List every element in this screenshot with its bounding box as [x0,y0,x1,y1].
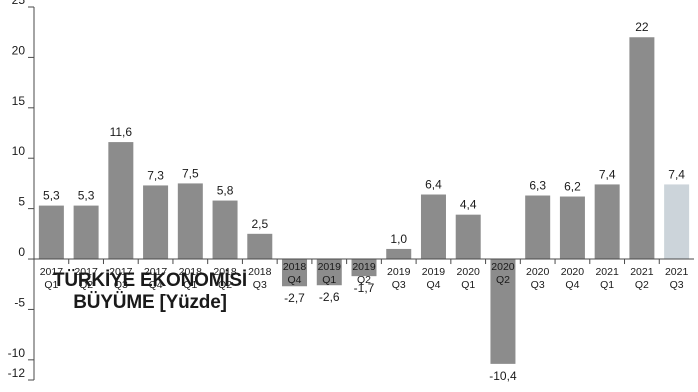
bar [143,185,169,260]
bar-value-label: 7,4 [599,167,616,181]
bar [212,200,238,260]
x-tick-label-year: 2017 [144,266,168,278]
bar-value-label: 7,5 [182,166,199,180]
x-tick-label-year: 2021 [665,266,689,278]
bar [108,142,134,260]
bar-value-label: 6,3 [529,179,546,193]
x-tick-label-quarter: Q3 [392,279,406,291]
x-tick-label-year: 2017 [109,266,133,278]
bar [351,259,377,277]
y-tick-label: 20 [12,43,26,57]
bar-value-label: 5,3 [78,189,95,203]
chart-title-line-2: BÜYÜME [Yüzde] [73,292,227,313]
x-tick-label-quarter: Q3 [253,279,267,291]
bar [38,205,64,260]
x-tick-label-year: 2020 [491,261,515,273]
bar [420,194,446,260]
x-tick-label-quarter: Q2 [635,279,649,291]
x-tick-label-quarter: Q2 [79,279,93,291]
y-tick-label: 15 [12,94,26,108]
bar [525,195,551,260]
bar-value-label: 6,4 [425,178,442,192]
x-tick-label-quarter: Q1 [183,279,197,291]
x-tick-label-year: 2017 [74,266,98,278]
bar-value-label: -1,7 [354,281,375,295]
x-tick-label-year: 2019 [387,266,411,278]
x-tick-label-quarter: Q1 [44,279,58,291]
bar-value-label: 5,3 [43,189,60,203]
y-tick-label: 25 [12,0,26,7]
x-tick-label-quarter: Q3 [531,279,545,291]
x-tick-label-year: 2018 [283,261,307,273]
bar [247,233,273,260]
bar-value-label: 7,4 [668,167,685,181]
bar [282,259,308,287]
x-tick-label-quarter: Q1 [461,279,475,291]
bar-value-label: -10,4 [489,369,517,383]
x-tick-label-year: 2019 [422,266,446,278]
y-tick-label: -10 [8,346,26,360]
y-axis: 25 20 15 10 5 0 -5 -10 -12 [8,0,35,381]
bar-value-label: 11,6 [110,125,133,139]
bar [177,183,203,260]
y-tick-label: -5 [14,295,25,309]
x-tick-label-quarter: Q3 [670,279,684,291]
x-tick-label-quarter: Q2 [496,274,510,286]
x-tick-label-year: 2018 [179,266,203,278]
y-tick-label: 10 [12,144,26,158]
x-tick-label-year: 2018 [248,266,272,278]
x-tick-label-year: 2018 [213,266,237,278]
bar-value-label: 4,4 [460,198,477,212]
bar-value-label: 2,5 [251,217,268,231]
bar-value-label: 1,0 [390,232,407,246]
bar-value-label: 22 [635,20,649,34]
x-tick-label-year: 2021 [595,266,619,278]
bar [629,37,655,260]
chart-title-line-1: TÜRKİYE EKONOMİSİ [52,270,247,291]
x-tick-label-quarter: Q3 [114,279,128,291]
bar [559,196,585,260]
bars: 5,3 5,3 11,6 7,3 7,5 5,8 2,5 -2,7 -2,6 -1,7 1,0 6,4… [38,20,690,383]
bar [386,248,412,260]
bar [316,259,342,286]
x-tick-label-year: 2017 [40,266,64,278]
y-tick-label: 0 [18,245,25,259]
x-tick-label-quarter: Q1 [322,274,336,286]
x-tick-label-quarter: Q4 [149,279,163,291]
x-tick-label-year: 2019 [352,261,376,273]
bar-value-label: -2,6 [319,290,340,304]
bar-value-label: -2,7 [284,291,305,305]
x-tick-label-quarter: Q1 [600,279,614,291]
bar [594,184,620,260]
x-tick-label-year: 2020 [561,266,585,278]
x-tick-label-quarter: Q2 [218,279,232,291]
x-tick-label-year: 2019 [318,261,342,273]
bar [490,259,516,364]
x-axis: 2017Q12017Q22017Q32017Q42018Q12018Q22018… [34,258,694,291]
x-tick-label-quarter: Q4 [565,279,579,291]
bar-value-label: 5,8 [217,184,234,198]
bar-value-label: 7,3 [147,168,164,182]
y-tick-label: -12 [8,366,26,380]
x-tick-label-quarter: Q4 [426,279,440,291]
bar [73,205,99,260]
x-tick-label-year: 2020 [457,266,481,278]
x-tick-label-year: 2021 [630,266,654,278]
y-tick-label: 5 [18,195,25,209]
x-tick-label-quarter: Q4 [288,274,302,286]
bar-value-label: 6,2 [564,180,581,194]
bar [455,214,481,260]
bar [664,184,690,260]
x-tick-label-year: 2020 [526,266,550,278]
x-tick-label-quarter: Q2 [357,274,371,286]
